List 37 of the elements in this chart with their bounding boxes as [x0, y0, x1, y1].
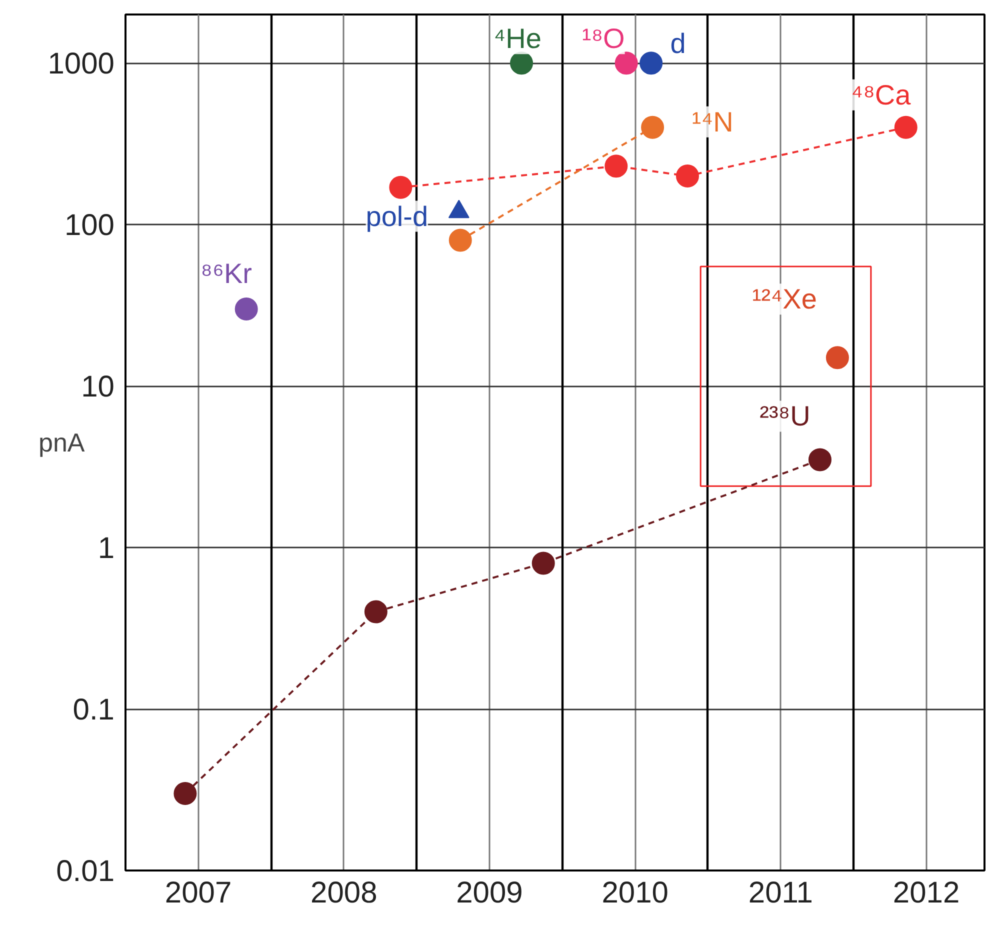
series-label: d: [670, 28, 686, 60]
series-label: ¹²⁴Xe: [752, 284, 817, 315]
point: [640, 52, 663, 75]
point: [234, 298, 258, 320]
x-tick-label: 2009: [456, 876, 523, 910]
series-label: ⁸⁶Kr: [200, 258, 252, 290]
series-label: ¹⁸O: [582, 23, 625, 54]
series-label: pol-d: [366, 200, 428, 232]
x-tick-label: 2010: [602, 876, 668, 910]
series-label: ⁴He: [494, 23, 542, 54]
point: [174, 782, 197, 805]
y-axis-title: pnA: [38, 428, 86, 458]
y-tick-label: 0.1: [72, 694, 115, 727]
x-tick-label: 2012: [892, 876, 960, 910]
point: [614, 52, 638, 75]
point: [826, 346, 849, 370]
point: [389, 176, 412, 199]
point: [676, 164, 699, 188]
series-label: ⁴⁸Ca: [851, 79, 912, 110]
point: [641, 116, 664, 139]
point: [894, 116, 918, 139]
y-tick-label: 100: [64, 209, 115, 242]
point: [808, 448, 832, 472]
y-tick-label: 1000: [48, 48, 115, 81]
x-tick-label: 2008: [310, 876, 378, 910]
series-label: ¹⁴N: [692, 106, 734, 138]
series-label: ²³⁸U: [760, 400, 810, 432]
point: [510, 52, 534, 75]
point: [448, 228, 472, 252]
point: [604, 154, 628, 178]
y-tick-label: 0.01: [56, 855, 114, 888]
y-tick-label: 1: [98, 532, 115, 566]
x-tick-label: 2011: [748, 876, 813, 910]
point: [364, 600, 388, 624]
point: [532, 552, 555, 575]
x-tick-label: 2007: [164, 876, 232, 910]
y-tick-label: 10: [81, 370, 115, 404]
